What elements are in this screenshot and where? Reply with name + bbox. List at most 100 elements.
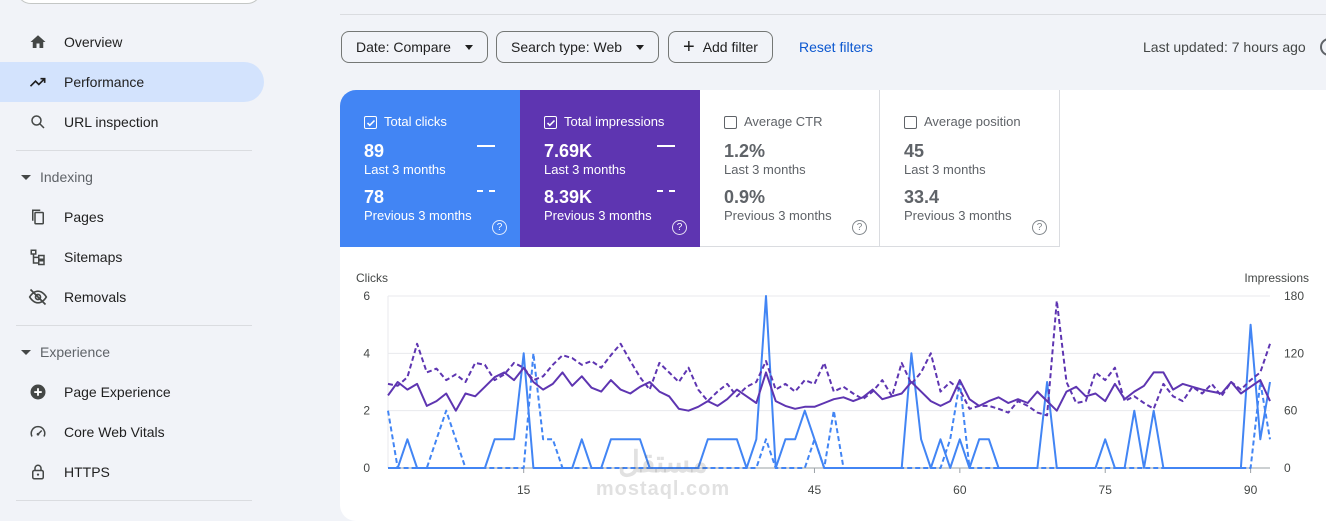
metric-previous-value: 78 — [364, 187, 385, 207]
add-filter-label: Add filter — [702, 39, 758, 55]
x-tick-label: 60 — [953, 483, 967, 497]
metric-current-period: Last 3 months — [724, 162, 806, 177]
date-filter-chip[interactable]: Date: Compare — [341, 31, 488, 63]
help-icon[interactable]: ? — [672, 220, 687, 235]
y-left-tick-label: 0 — [363, 461, 370, 475]
sidebar-item-url-inspection[interactable]: URL inspection — [0, 102, 264, 142]
metric-previous-period: Previous 3 months — [364, 208, 472, 223]
section-toggle-experience[interactable]: Experience — [0, 340, 264, 364]
metric-previous-period: Previous 3 months — [544, 208, 652, 223]
add-filter-button[interactable]: + Add filter — [668, 31, 773, 63]
help-icon[interactable]: ? — [1032, 220, 1047, 235]
divider — [16, 500, 252, 501]
caret-down-icon — [21, 174, 31, 180]
metric-previous-period: Previous 3 months — [904, 208, 1012, 223]
sidebar-item-label: Removals — [64, 289, 127, 305]
sidebar-nav: Overview Performance URL inspection Inde… — [0, 0, 280, 521]
y-left-tick-label: 2 — [363, 404, 370, 418]
metric-title: Total clicks — [384, 114, 447, 129]
series-line-clicks-solid — [388, 295, 1271, 469]
sidebar-item-label: Core Web Vitals — [64, 424, 165, 440]
sidebar-item-https[interactable]: HTTPS — [0, 452, 264, 492]
solid-line-legend-icon — [477, 145, 495, 147]
trending-up-icon — [28, 72, 48, 92]
speedometer-icon — [28, 422, 48, 442]
last-updated-text: Last updated: 7 hours ago — [1143, 39, 1306, 55]
dropdown-arrow-icon — [636, 44, 645, 50]
plus-circle-icon — [28, 382, 48, 402]
x-tick-label: 15 — [517, 483, 531, 497]
section-label: Indexing — [40, 169, 93, 185]
home-icon — [28, 32, 48, 52]
metric-previous-period: Previous 3 months — [724, 208, 832, 223]
sidebar-item-label: Overview — [64, 34, 123, 50]
reset-filters-link[interactable]: Reset filters — [799, 39, 873, 55]
sitemap-icon — [28, 247, 48, 267]
sidebar-item-removals[interactable]: Removals — [0, 277, 264, 317]
dropdown-arrow-icon — [464, 44, 473, 50]
divider — [16, 150, 252, 151]
y-right-tick-label: 120 — [1284, 346, 1304, 360]
dashed-line-legend-icon — [657, 190, 675, 192]
metric-title: Average position — [924, 114, 1021, 129]
dashed-line-legend-icon — [477, 190, 495, 192]
x-tick-label: 45 — [808, 483, 822, 497]
metric-previous-value: 33.4 — [904, 187, 940, 207]
metric-previous-value: 8.39K — [544, 187, 593, 207]
plus-icon: + — [683, 36, 695, 58]
help-icon[interactable]: ? — [852, 220, 867, 235]
search-type-label: Search type: Web — [511, 39, 623, 55]
y-right-tick-label: 0 — [1284, 461, 1291, 475]
section-label: Experience — [40, 344, 111, 360]
y-right-tick-label: 180 — [1284, 289, 1304, 303]
caret-down-icon — [21, 349, 31, 355]
y-left-axis-label: Clicks — [356, 271, 388, 285]
header-divider — [340, 14, 1326, 15]
metric-title: Total impressions — [564, 114, 665, 129]
metric-card-total-clicks[interactable]: Total clicks 89 Last 3 months 78 Previou… — [340, 90, 520, 247]
metric-card-total-impressions[interactable]: Total impressions 7.69K Last 3 months 8.… — [520, 90, 700, 247]
series-line-clicks-dashed — [387, 352, 1271, 469]
sidebar-item-label: Page Experience — [64, 384, 171, 400]
metric-current-value: 7.69K — [544, 141, 593, 161]
performance-card: Total clicks 89 Last 3 months 78 Previou… — [340, 90, 1326, 521]
metric-card-average-position[interactable]: Average position 45 Last 3 months 33.4 P… — [880, 90, 1060, 247]
help-icon[interactable]: ? — [492, 220, 507, 235]
sidebar-item-label: Performance — [64, 74, 145, 90]
sidebar-item-label: URL inspection — [64, 114, 159, 130]
checkbox-checked-icon[interactable] — [544, 116, 557, 129]
sidebar-item-sitemaps[interactable]: Sitemaps — [0, 237, 264, 277]
lock-icon — [28, 462, 48, 482]
property-selector[interactable] — [16, 0, 262, 4]
y-right-tick-label: 60 — [1284, 404, 1298, 418]
metric-current-period: Last 3 months — [364, 162, 446, 177]
y-left-tick-label: 4 — [363, 346, 370, 360]
sidebar-item-performance[interactable]: Performance — [0, 62, 264, 102]
sidebar-item-page-experience[interactable]: Page Experience — [0, 372, 264, 412]
y-left-tick-label: 6 — [363, 289, 370, 303]
x-tick-label: 90 — [1244, 483, 1258, 497]
metric-current-value: 1.2% — [724, 141, 766, 161]
checkbox-checked-icon[interactable] — [364, 116, 377, 129]
help-icon[interactable] — [1320, 38, 1326, 56]
checkbox-unchecked-icon[interactable] — [904, 116, 917, 129]
sidebar-item-overview[interactable]: Overview — [0, 22, 264, 62]
sidebar-item-label: Pages — [64, 209, 104, 225]
metric-title: Average CTR — [744, 114, 823, 129]
sidebar-item-label: Sitemaps — [64, 249, 123, 265]
solid-line-legend-icon — [657, 145, 675, 147]
section-toggle-indexing[interactable]: Indexing — [0, 165, 264, 189]
pages-icon — [28, 207, 48, 227]
sidebar-item-core-web-vitals[interactable]: Core Web Vitals — [0, 412, 264, 452]
metric-current-value: 89 — [364, 141, 385, 161]
checkbox-unchecked-icon[interactable] — [724, 116, 737, 129]
search-type-chip[interactable]: Search type: Web — [496, 31, 660, 63]
divider — [16, 325, 252, 326]
metric-current-period: Last 3 months — [544, 162, 626, 177]
metric-card-average-ctr[interactable]: Average CTR 1.2% Last 3 months 0.9% Prev… — [700, 90, 880, 247]
metric-current-period: Last 3 months — [904, 162, 986, 177]
search-icon — [28, 112, 48, 132]
sidebar-item-pages[interactable]: Pages — [0, 197, 264, 237]
eye-off-icon — [28, 287, 48, 307]
